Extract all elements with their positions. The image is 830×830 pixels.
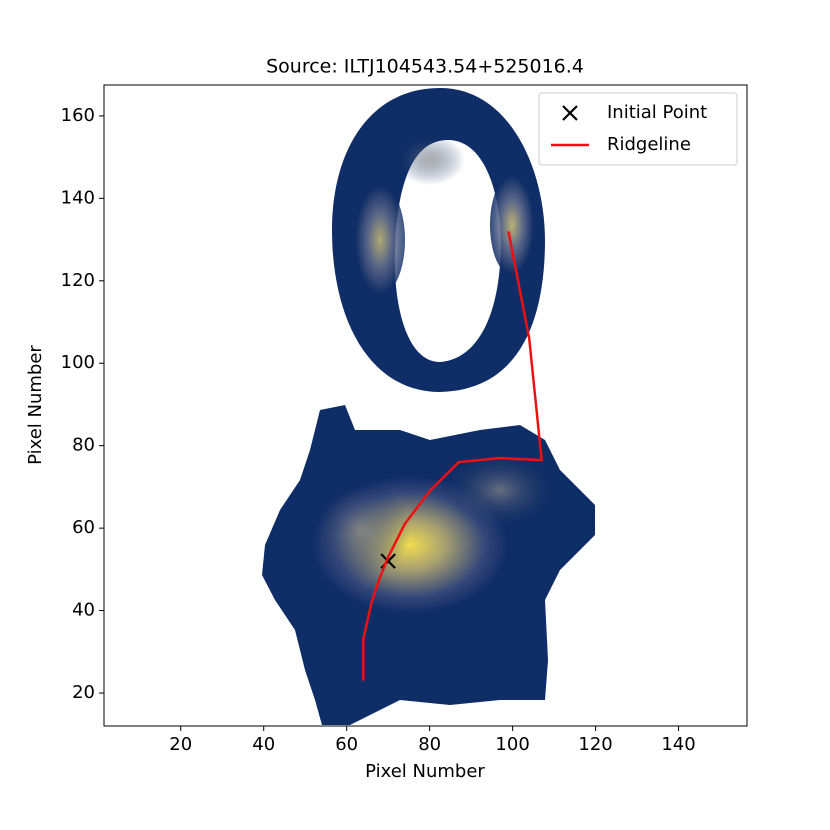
y-tick-label: 80 xyxy=(72,435,95,456)
glow xyxy=(440,450,560,530)
x-tick-label: 140 xyxy=(661,734,695,755)
y-tick-label: 20 xyxy=(72,682,95,703)
x-axis-label: Pixel Number xyxy=(365,761,485,782)
legend-label: Ridgeline xyxy=(607,134,691,155)
glow xyxy=(490,175,534,275)
y-tick-label: 120 xyxy=(61,270,95,291)
y-axis-label: Pixel Number xyxy=(25,345,46,465)
legend-label: Initial Point xyxy=(607,102,707,123)
chart-title: Source: ILTJ104543.54+525016.4 xyxy=(266,56,584,78)
glow xyxy=(310,480,410,580)
legend-swatch xyxy=(562,105,578,121)
x-tick-label: 60 xyxy=(335,734,358,755)
x-tick-label: 100 xyxy=(495,734,529,755)
glow xyxy=(395,135,465,185)
y-tick-label: 160 xyxy=(61,105,95,126)
ridgeline xyxy=(362,231,544,681)
y-tick-label: 60 xyxy=(72,517,95,538)
glow xyxy=(355,185,405,295)
x-tick-label: 120 xyxy=(578,734,612,755)
x-tick-label: 20 xyxy=(169,734,192,755)
y-tick-label: 100 xyxy=(61,352,95,373)
x-tick-label: 40 xyxy=(252,734,275,755)
y-tick-label: 40 xyxy=(72,600,95,621)
x-tick-label: 80 xyxy=(418,734,441,755)
legend-box xyxy=(538,92,738,166)
upper-lobe xyxy=(332,88,545,392)
source-image xyxy=(262,88,595,725)
plot-frame xyxy=(103,84,748,727)
y-tick-label: 140 xyxy=(61,187,95,208)
